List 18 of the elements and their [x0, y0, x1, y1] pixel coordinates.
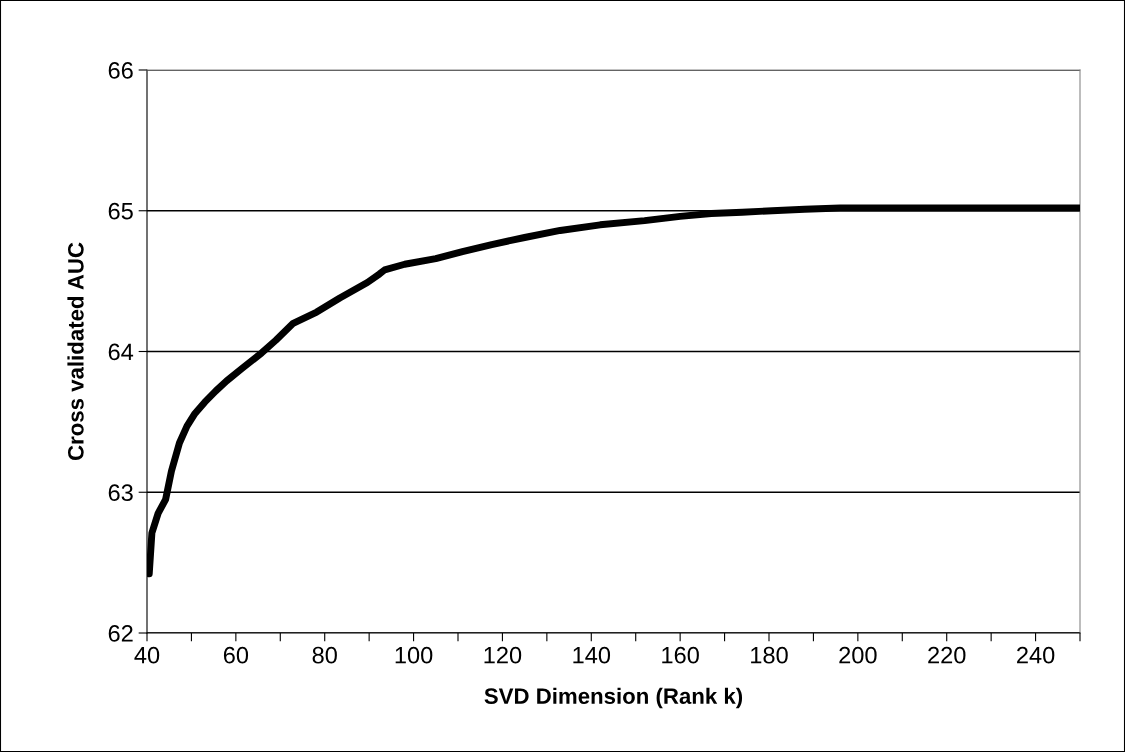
x-tick-label: 180: [751, 646, 788, 664]
x-tick-label: 100: [395, 646, 433, 664]
x-axis-title: SVD Dimension (Rank k): [484, 687, 743, 709]
x-tick-label: 60: [223, 646, 249, 664]
y-tick-label: 64: [108, 343, 134, 361]
y-tick-label: 65: [108, 202, 133, 220]
y-tick-label: 63: [108, 484, 133, 502]
x-tick-label: 140: [573, 646, 611, 664]
x-tick-label: 80: [312, 646, 337, 664]
y-axis-title: Cross validated AUC: [67, 242, 84, 461]
x-tick-label: 200: [839, 646, 877, 664]
y-tick-label: 62: [108, 625, 133, 642]
x-tick-label: 160: [662, 646, 699, 664]
x-tick-label: 240: [1017, 646, 1055, 664]
x-tick-label: 120: [484, 646, 522, 664]
x-tick-label: 220: [928, 646, 966, 664]
y-tick-label: 66: [108, 62, 133, 79]
x-tick-label: 40: [134, 646, 160, 664]
